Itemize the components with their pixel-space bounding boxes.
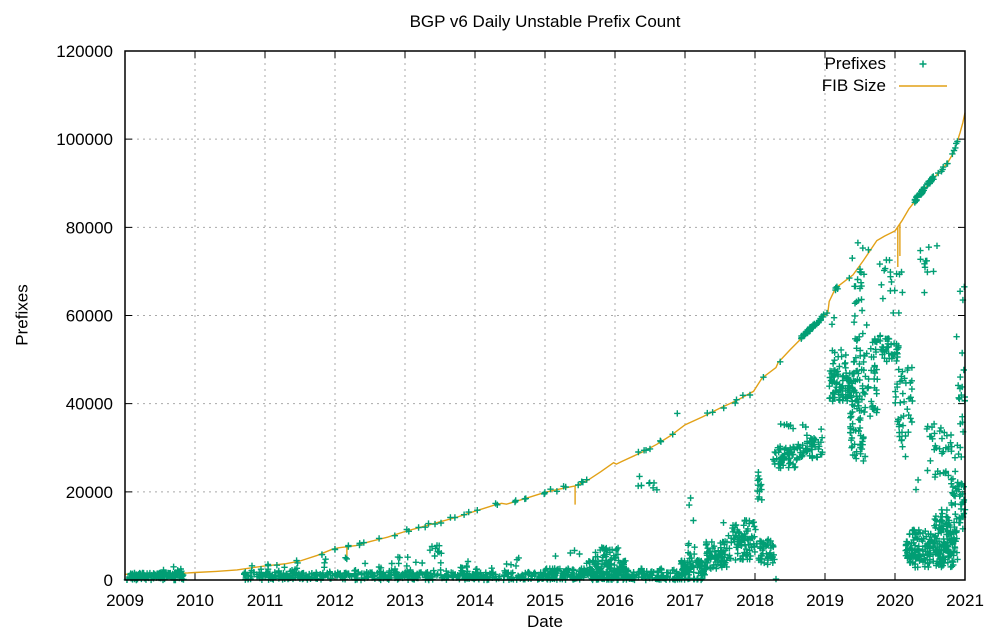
y-tick-label: 20000 [66, 483, 113, 502]
y-tick-label: 80000 [66, 218, 113, 237]
x-tick-label: 2012 [316, 591, 354, 610]
legend-label-prefixes: Prefixes [824, 54, 886, 73]
x-tick-label: 2013 [386, 591, 424, 610]
legend-plus-icon [919, 60, 927, 68]
x-tick-label: 2021 [946, 591, 984, 610]
tick-labels: 0 20000 40000 60000 80000 100000 120000 2009 201… [56, 42, 984, 610]
x-axis-label: Date [527, 612, 563, 631]
fib-size-line [124, 112, 966, 575]
grid-lines [125, 51, 965, 580]
chart-title: BGP v6 Daily Unstable Prefix Count [409, 12, 681, 31]
legend-row-fib-size: FIB Size [822, 75, 950, 97]
x-tick-label: 2018 [736, 591, 774, 610]
y-tick-label: 120000 [56, 42, 113, 61]
x-tick-label: 2011 [247, 591, 284, 610]
y-tick-label: 40000 [66, 395, 113, 414]
x-tick-label: 2017 [666, 591, 704, 610]
y-tick-label: 60000 [66, 307, 113, 326]
x-tick-label: 2010 [176, 591, 214, 610]
y-tick-label: 0 [104, 571, 113, 590]
y-axis-label: Prefixes [12, 284, 32, 346]
legend-line-icon [899, 85, 947, 87]
y-tick-label: 100000 [56, 130, 113, 149]
x-tick-label: 2014 [456, 591, 494, 610]
legend-row-prefixes: Prefixes [822, 53, 950, 75]
x-tick-label: 2020 [876, 591, 914, 610]
legend-label-fib-size: FIB Size [821, 76, 886, 95]
prefixes-scatter-points [123, 138, 969, 584]
legend: Prefixes FIB Size [822, 53, 950, 97]
x-tick-label: 2009 [106, 591, 144, 610]
x-tick-label: 2016 [596, 591, 634, 610]
x-tick-label: 2015 [526, 591, 564, 610]
x-tick-label: 2019 [806, 591, 844, 610]
plot-border [124, 50, 966, 581]
